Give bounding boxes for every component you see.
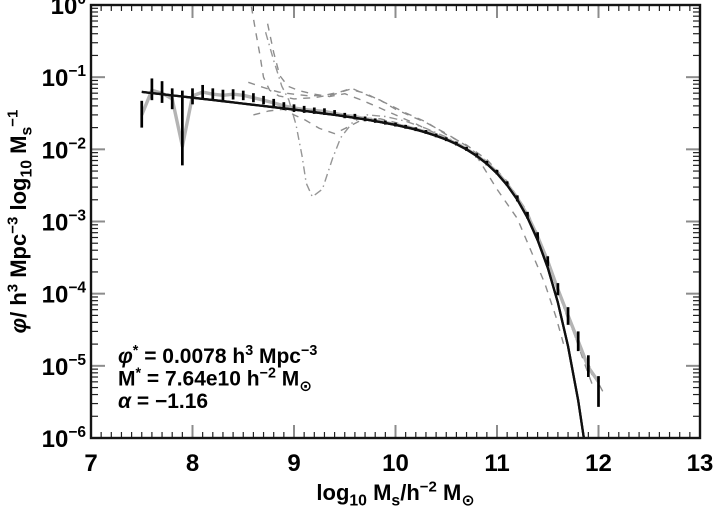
plot-frame bbox=[89, 3, 702, 440]
series-dashed-band-lower bbox=[253, 108, 595, 379]
series-dashed-steep-spike-1 bbox=[250, 6, 595, 388]
svg-text:10−4: 10−4 bbox=[42, 280, 87, 309]
svg-text:13: 13 bbox=[687, 450, 714, 477]
fit-annotation-line-2: M* = 7.64e10 h−2 M⊙ bbox=[118, 366, 312, 396]
series-schechter-fit bbox=[141, 90, 586, 438]
svg-text:9: 9 bbox=[287, 450, 300, 477]
series-dashed-steep-spike-2 bbox=[266, 23, 566, 350]
svg-text:100: 100 bbox=[51, 0, 86, 20]
fit-annotation: φ* = 0.0078 h3 Mpc−3M* = 7.64e10 h−2 M⊙α… bbox=[118, 343, 317, 413]
svg-text:10−2: 10−2 bbox=[42, 135, 86, 164]
svg-text:10−6: 10−6 bbox=[42, 424, 87, 453]
series-dash-dot-dip bbox=[264, 32, 590, 367]
svg-text:8: 8 bbox=[186, 450, 199, 477]
x-tick-labels: 7 8 9 10 11 12 13 bbox=[84, 450, 713, 477]
svg-text:7: 7 bbox=[84, 450, 97, 477]
y-axis-title: φ/ h3 Mpc−3 log10 Ms−1 bbox=[5, 110, 36, 334]
series-schechter-fit-top bbox=[141, 90, 586, 438]
fit-annotation-line-1: φ* = 0.0078 h3 Mpc−3 bbox=[118, 343, 317, 368]
svg-text:12: 12 bbox=[585, 450, 612, 477]
svg-text:10−3: 10−3 bbox=[42, 208, 87, 237]
x-axis-title: log10 Ms/h−2 M⊙ bbox=[316, 479, 474, 509]
svg-text:11: 11 bbox=[484, 450, 509, 477]
series bbox=[140, 6, 605, 438]
svg-text:10: 10 bbox=[382, 450, 409, 477]
series-observed-mass-function bbox=[140, 88, 600, 383]
svg-text:10−5: 10−5 bbox=[42, 352, 87, 381]
fit-annotation-line-3: α = −1.16 bbox=[118, 390, 208, 413]
svg-text:10−1: 10−1 bbox=[42, 63, 87, 92]
y-tick-labels: 100 10−1 10−2 10−3 10−4 10−5 10−6 bbox=[42, 0, 87, 453]
